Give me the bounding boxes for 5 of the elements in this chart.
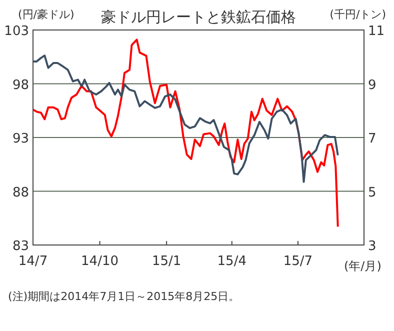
y2label: (千円/トン) bbox=[330, 8, 386, 21]
title: 豪ドル円レートと鉄鉱石価格 bbox=[101, 8, 296, 26]
ylabel: (円/豪ドル) bbox=[18, 8, 74, 21]
annotation: (注)期間は2014年7月1日～2015年8月25日。 bbox=[8, 290, 240, 303]
xlabel: (年/月) bbox=[344, 259, 382, 273]
